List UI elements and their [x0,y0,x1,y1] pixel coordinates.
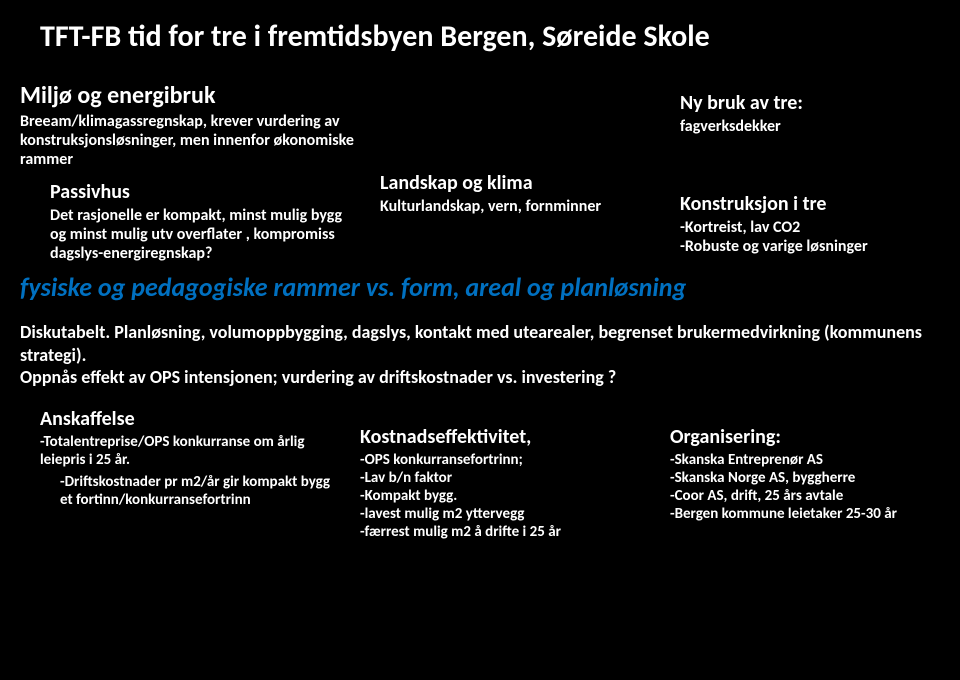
kost-l5: -færrest mulig m2 å drifte i 25 år [360,523,650,541]
col-anskaffelse: Anskaffelse -Totalentreprise/OPS konkurr… [40,407,340,541]
passiv-block: Passivhus Det rasjonelle er kompakt, min… [50,180,360,264]
ansk-heading: Anskaffelse [40,407,340,431]
konstr-l2: -Robuste og varige løsninger [680,237,940,256]
bottom-row: Anskaffelse -Totalentreprise/OPS konkurr… [20,407,940,541]
ansk-l2: -Driftskostnader pr m2/år gir kompakt by… [60,473,340,509]
kost-l1: -OPS konkurransefortrinn; [360,451,650,469]
para-line2: Oppnås effekt av OPS intensjonen; vurder… [20,366,616,388]
kost-l4: -lavest mulig m2 yttervegg [360,505,650,523]
nybruk-heading: Ny bruk av tre: [680,91,940,115]
org-heading: Organisering: [670,425,960,449]
col-kostnad: Kostnadseffektivitet, -OPS konkurransefo… [360,407,650,541]
page-title: TFT-FB tid for tre i fremtidsbyen Bergen… [40,18,940,55]
miljo-heading: Miljø og energibruk [20,81,360,110]
blue-heading: fysiske og pedagogiske rammer vs. form, … [20,271,940,303]
para-line1: Diskutabelt. Planløsning, volumoppbyggin… [20,321,922,366]
kost-l3: -Kompakt bygg. [360,487,650,505]
kost-heading: Kostnadseffektivitet, [360,425,650,449]
top-row: Miljø og energibruk Breeam/klimagassregn… [20,81,940,263]
landskap-heading: Landskap og klima [380,171,660,195]
org-l3: -Coor AS, drift, 25 års avtale [670,487,960,505]
org-l4: -Bergen kommune leietaker 25-30 år [670,505,960,523]
ansk-l2-group: -Driftskostnader pr m2/år gir kompakt by… [40,473,340,509]
kost-l2: -Lav b/n faktor [360,469,650,487]
col-mid: Landskap og klima Kulturlandskap, vern, … [380,81,660,263]
ansk-l1: -Totalentreprise/OPS konkurranse om årli… [40,433,340,469]
col-organisering: Organisering: -Skanska Entreprenør AS -S… [670,407,960,541]
konstr-l1: -Kortreist, lav CO2 [680,218,940,237]
miljo-body: Breeam/klimagassregnskap, krever vurderi… [20,112,360,170]
col-right: Ny bruk av tre: fagverksdekker Konstruks… [680,81,940,263]
landskap-body: Kulturlandskap, vern, fornminner [380,197,660,216]
passiv-body: Det rasjonelle er kompakt, minst mulig b… [50,206,360,264]
passiv-heading: Passivhus [50,180,360,204]
nybruk-body: fagverksdekker [680,117,940,136]
konstr-heading: Konstruksjon i tre [680,192,940,216]
col-left: Miljø og energibruk Breeam/klimagassregn… [20,81,360,263]
discussion-paragraph: Diskutabelt. Planløsning, volumoppbyggin… [20,321,940,389]
org-l1: -Skanska Entreprenør AS [670,451,960,469]
org-l2: -Skanska Norge AS, byggherre [670,469,960,487]
